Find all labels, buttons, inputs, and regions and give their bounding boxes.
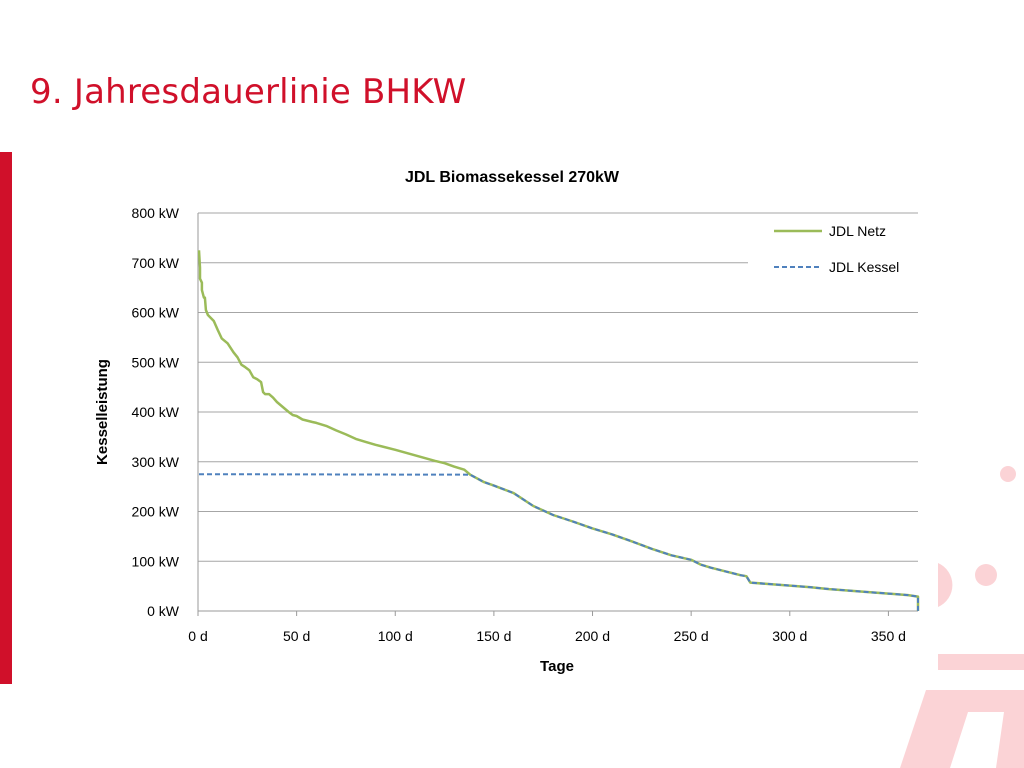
y-tick-label: 100 kW [132,553,180,569]
deco-dot-medium [975,564,997,586]
chart-title: JDL Biomassekessel 270kW [405,169,620,186]
x-tick-label: 150 d [476,628,511,644]
y-tick-label: 400 kW [132,404,180,420]
y-tick-label: 600 kW [132,305,180,321]
y-tick-label: 700 kW [132,255,180,271]
grid-layer [197,212,918,616]
y-axis-label: Kesselleistung [94,359,111,465]
slide-title: 9. Jahresdauerlinie BHKW [30,72,467,112]
legend: JDL Netz JDL Kessel [774,223,899,275]
series-line-jdl-kessel [198,473,919,611]
legend-label-jdl-kessel: JDL Kessel [829,259,899,275]
x-tick-label: 100 d [378,628,413,644]
deco-bar [938,654,1024,670]
x-tick-label: 200 d [575,628,610,644]
x-axis-label: Tage [540,658,574,675]
y-tick-label: 800 kW [132,205,180,221]
x-tick-label: 350 d [871,628,906,644]
left-accent-bar [0,152,12,684]
deco-shape [900,690,1024,768]
x-tick-label: 300 d [772,628,807,644]
deco-dot-small [1000,466,1016,482]
series-line-jdl-netz [197,250,920,611]
x-tick-label: 0 d [188,628,207,644]
label-layer: 0 kW 100 kW 200 kW 300 kW 400 kW 500 kW 600 kW… [132,205,906,644]
y-tick-label: 500 kW [132,354,180,370]
y-tick-label: 200 kW [132,504,180,520]
x-tick-label: 50 d [283,628,310,644]
y-tick-label: 300 kW [132,454,180,470]
deco-half-circle [938,563,953,607]
y-tick-label: 0 kW [147,603,180,619]
legend-label-jdl-netz: JDL Netz [829,223,886,239]
x-tick-label: 250 d [674,628,709,644]
series-layer [197,250,920,611]
